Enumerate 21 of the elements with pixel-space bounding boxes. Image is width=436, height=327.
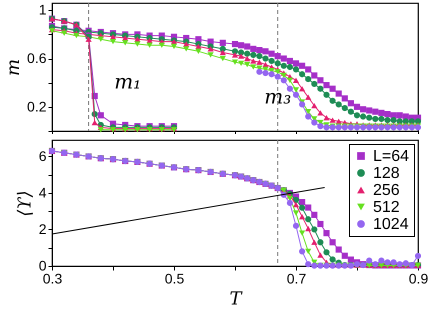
y-tick-label: 0	[38, 258, 47, 274]
x-tick-label: 0.3	[42, 270, 62, 286]
legend-label: 512	[373, 199, 400, 216]
annotation: m₃	[264, 84, 292, 109]
legend-label: 256	[373, 182, 400, 199]
legend-label: 1024	[373, 216, 409, 233]
legend-label: 128	[373, 165, 400, 182]
x-axis-title: T	[229, 288, 244, 310]
annotation: m₁	[114, 69, 142, 94]
y-tick-label: 6	[38, 148, 47, 164]
y-tick-label: 0.6	[27, 50, 47, 66]
y-tick-label: 4	[38, 184, 47, 200]
y-tick-label: 2	[38, 220, 47, 237]
y-axis-title: ⟨ϒ⟩	[14, 190, 36, 217]
y-axis-title: m	[3, 58, 24, 76]
legend-label: L=64	[373, 148, 410, 165]
y-tick-label: 1	[38, 2, 47, 18]
x-tick-label: 0.5	[164, 270, 184, 286]
x-tick-label: 0.9	[408, 270, 428, 286]
y-tick-label: 0.2	[27, 98, 47, 114]
x-tick-label: 0.7	[286, 270, 306, 286]
